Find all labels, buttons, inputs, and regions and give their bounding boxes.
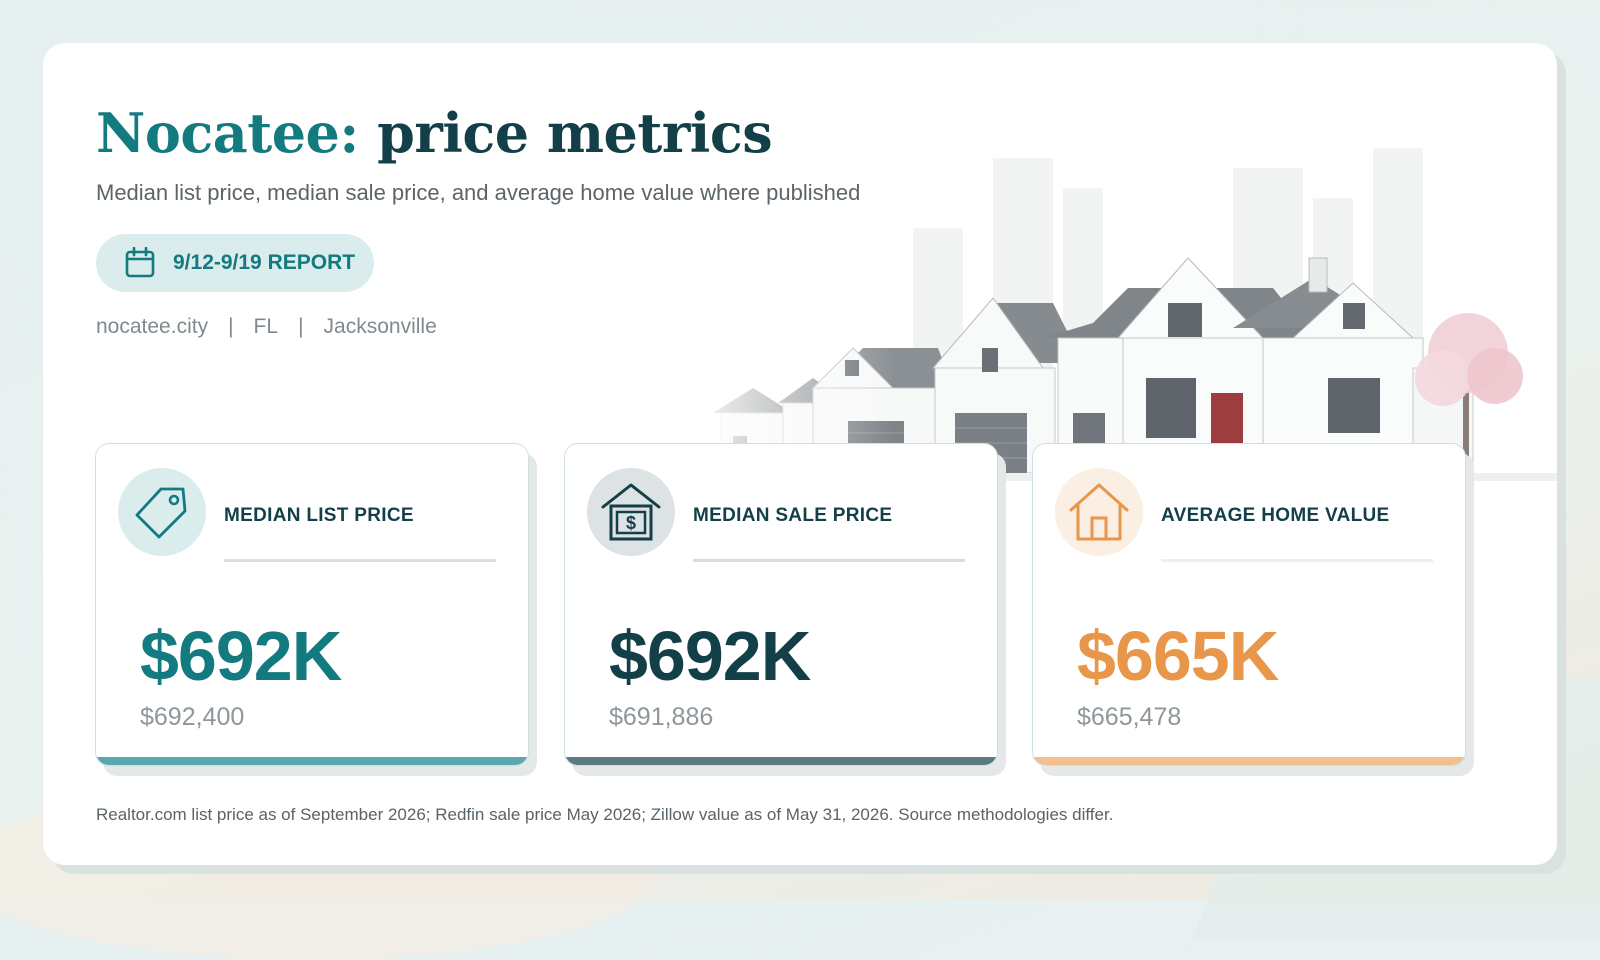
house-illustration xyxy=(673,138,1557,498)
metric-value: $665K xyxy=(1077,617,1279,695)
metric-value: $692K xyxy=(609,617,811,695)
house-icon xyxy=(1069,483,1129,541)
metric-divider xyxy=(693,559,965,562)
metric-label: MEDIAN LIST PRICE xyxy=(224,505,414,526)
metric-exact-value: $665,478 xyxy=(1077,703,1182,731)
metric-card-average-home-value: AVERAGE HOME VALUE $665K $665,478 xyxy=(1032,443,1474,776)
metric-accent-bar xyxy=(96,757,528,765)
source-footnote: Realtor.com list price as of September 2… xyxy=(96,805,1114,824)
website-label: nocatee.city xyxy=(96,315,209,338)
metric-exact-value: $692,400 xyxy=(140,703,245,731)
metric-divider xyxy=(1161,559,1433,562)
svg-text:$: $ xyxy=(626,513,636,533)
metric-label: MEDIAN SALE PRICE xyxy=(693,505,893,526)
main-card: Nocatee: price metrics Median list price… xyxy=(43,43,1557,865)
page-title: Nocatee: price metrics xyxy=(96,101,773,166)
report-date-badge: 9/12-9/19 REPORT xyxy=(96,234,374,292)
house-dollar-icon: $ xyxy=(601,483,661,541)
metro-label: Jacksonville xyxy=(323,315,437,338)
location-meta: nocatee.city | FL | Jacksonville xyxy=(96,315,437,339)
metric-value: $692K xyxy=(140,617,342,695)
report-date-label: 9/12-9/19 REPORT xyxy=(173,251,356,274)
title-rest: price metrics xyxy=(377,101,773,165)
calendar-icon xyxy=(125,247,155,278)
metric-accent-bar xyxy=(565,757,997,765)
metric-accent-bar xyxy=(1033,757,1465,765)
page-subtitle: Median list price, median sale price, an… xyxy=(96,180,861,205)
meta-separator: | xyxy=(298,315,304,338)
title-accent: Nocatee: xyxy=(96,101,359,165)
metric-icon-circle: $ xyxy=(587,468,675,556)
meta-separator: | xyxy=(228,315,234,338)
price-tag-icon xyxy=(135,487,187,539)
state-label: FL xyxy=(253,315,279,338)
metric-label: AVERAGE HOME VALUE xyxy=(1161,505,1390,526)
metric-exact-value: $691,886 xyxy=(609,703,714,731)
metric-card-median-sale-price: $ MEDIAN SALE PRICE $692K $691,886 xyxy=(564,443,1006,776)
metric-divider xyxy=(224,559,496,562)
metric-icon-circle xyxy=(118,468,206,556)
metric-icon-circle xyxy=(1055,468,1143,556)
metric-card-median-list-price: MEDIAN LIST PRICE $692K $692,400 xyxy=(95,443,537,776)
